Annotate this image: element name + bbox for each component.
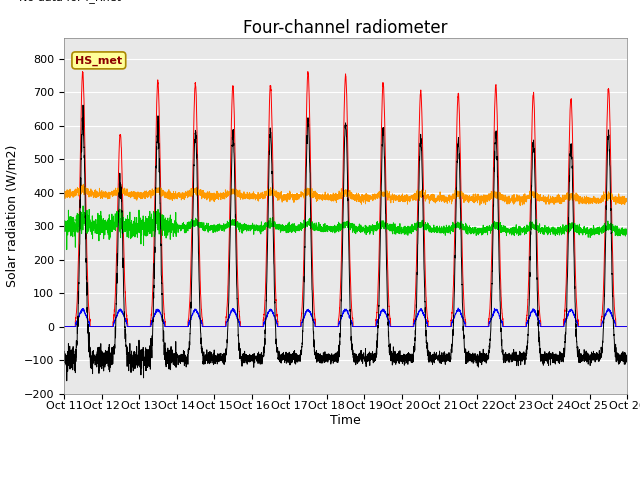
X-axis label: Time: Time — [330, 414, 361, 427]
Line: SW_in: SW_in — [64, 72, 627, 326]
LW_out — [623, 198, 630, 204]
LW_out — [504, 197, 512, 203]
Rnet_4way — [325, 356, 333, 361]
Y-axis label: Solar radiation (W/m2): Solar radiation (W/m2) — [5, 145, 18, 287]
Rnet_4way — [441, 354, 449, 360]
LW_in — [63, 247, 70, 252]
Rnet_4way — [60, 358, 68, 364]
LW_out — [325, 193, 333, 199]
LW_in — [472, 228, 480, 234]
LW_in — [623, 230, 630, 236]
LW_in — [60, 228, 68, 234]
LW_in — [79, 203, 87, 209]
Text: No data for f_Rnet: No data for f_Rnet — [19, 0, 121, 3]
SW_in — [623, 324, 631, 329]
SW_out — [623, 324, 630, 329]
SW_out — [441, 324, 449, 329]
Text: HS_met: HS_met — [76, 55, 122, 66]
LW_in — [623, 228, 631, 234]
SW_in — [60, 324, 68, 329]
SW_out — [472, 324, 480, 329]
Rnet_4way — [623, 357, 630, 362]
SW_in — [325, 324, 333, 329]
SW_out — [454, 305, 462, 311]
LW_out — [441, 198, 449, 204]
SW_out — [161, 324, 169, 329]
SW_out — [623, 324, 631, 329]
LW_out — [79, 181, 87, 187]
SW_in — [472, 324, 480, 329]
LW_in — [504, 226, 512, 232]
SW_in — [623, 324, 630, 329]
SW_out — [504, 324, 512, 329]
LW_in — [325, 227, 333, 232]
Rnet_4way — [63, 378, 70, 384]
Rnet_4way — [79, 102, 87, 108]
Rnet_4way — [623, 356, 631, 361]
LW_in — [162, 215, 170, 221]
SW_out — [324, 324, 332, 329]
LW_out — [161, 190, 169, 196]
Line: LW_in: LW_in — [64, 206, 627, 250]
Line: SW_out: SW_out — [64, 308, 627, 326]
Rnet_4way — [504, 353, 512, 359]
Rnet_4way — [162, 348, 170, 353]
Line: Rnet_4way: Rnet_4way — [64, 105, 627, 381]
SW_in — [504, 324, 512, 329]
LW_out — [623, 197, 631, 203]
SW_in — [161, 319, 169, 324]
LW_out — [516, 203, 524, 208]
Title: Four-channel radiometer: Four-channel radiometer — [243, 19, 448, 37]
LW_out — [60, 193, 68, 199]
SW_in — [441, 324, 449, 329]
Legend: SW_in, SW_out, LW_in, LW_out, Rnet_4way: SW_in, SW_out, LW_in, LW_out, Rnet_4way — [124, 478, 567, 480]
Line: LW_out: LW_out — [64, 184, 627, 205]
SW_in — [304, 69, 312, 74]
LW_out — [472, 198, 480, 204]
Rnet_4way — [472, 355, 480, 361]
LW_in — [441, 229, 449, 235]
SW_out — [60, 324, 68, 329]
